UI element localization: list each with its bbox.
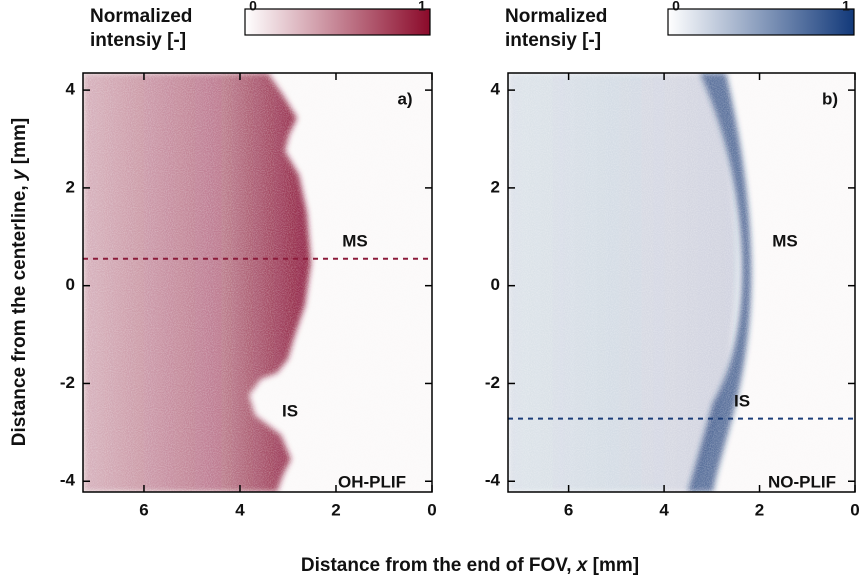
y-tick-label: 0 xyxy=(491,275,500,294)
frame xyxy=(82,72,433,493)
x-axis-label-part: Distance from the end of FOV, xyxy=(301,555,577,576)
colorbar-tick-label: 1 xyxy=(418,0,426,14)
x-axis-label-part: x xyxy=(576,555,589,576)
frame xyxy=(507,72,856,493)
image xyxy=(508,73,855,492)
y-tick-label: 4 xyxy=(491,80,501,99)
image xyxy=(83,73,432,492)
y-axis-label-part: [mm] xyxy=(9,118,30,170)
colorbar-label: intensiy [-] xyxy=(505,30,601,51)
colorbar-tick-label: 0 xyxy=(672,0,680,14)
y-tick-label: 2 xyxy=(66,177,75,196)
x-tick-label: 6 xyxy=(564,500,573,519)
x-tick-label: 2 xyxy=(331,500,340,519)
annotation: MS xyxy=(772,231,798,250)
annotation: IS xyxy=(282,401,298,420)
colorbar xyxy=(244,8,431,36)
colorbar-tick-label: 1 xyxy=(842,0,850,14)
noise xyxy=(83,73,432,492)
panel-label: b) xyxy=(822,89,838,108)
noise xyxy=(508,73,855,492)
x-tick-label: 0 xyxy=(427,500,436,519)
y-axis-label-part: Distance from the centerline, xyxy=(9,180,30,446)
y-axis-label-part: y xyxy=(9,168,30,181)
y-tick-label: 2 xyxy=(491,177,500,196)
colorbar-tick-label: 0 xyxy=(249,0,257,14)
x-axis-label: Distance from the end of FOV, x [mm] xyxy=(301,555,639,576)
colorbar xyxy=(667,8,855,36)
colorbar-label: Normalized xyxy=(505,6,607,27)
y-tick-label: 4 xyxy=(66,80,76,99)
panel-label: a) xyxy=(397,89,412,108)
x-tick-label: 0 xyxy=(850,500,859,519)
y-tick-label: 0 xyxy=(66,275,75,294)
y-tick-label: -2 xyxy=(485,373,500,392)
colorbar-label: intensiy [-] xyxy=(90,30,186,51)
annotation: IS xyxy=(734,391,750,410)
signal-label: NO-PLIF xyxy=(768,472,836,491)
x-tick-label: 4 xyxy=(659,500,669,519)
x-axis-label-part: [mm] xyxy=(587,555,639,576)
signal-label: OH-PLIF xyxy=(338,472,406,491)
y-tick-label: -4 xyxy=(485,471,501,490)
y-axis-label: Distance from the centerline, y [mm] xyxy=(9,118,30,446)
x-tick-label: 6 xyxy=(139,500,148,519)
y-tick-label: -2 xyxy=(60,373,75,392)
y-tick-label: -4 xyxy=(60,471,76,490)
x-tick-label: 4 xyxy=(235,500,245,519)
annotation: MS xyxy=(342,231,368,250)
colorbar-label: Normalized xyxy=(90,6,192,27)
x-tick-label: 2 xyxy=(755,500,764,519)
